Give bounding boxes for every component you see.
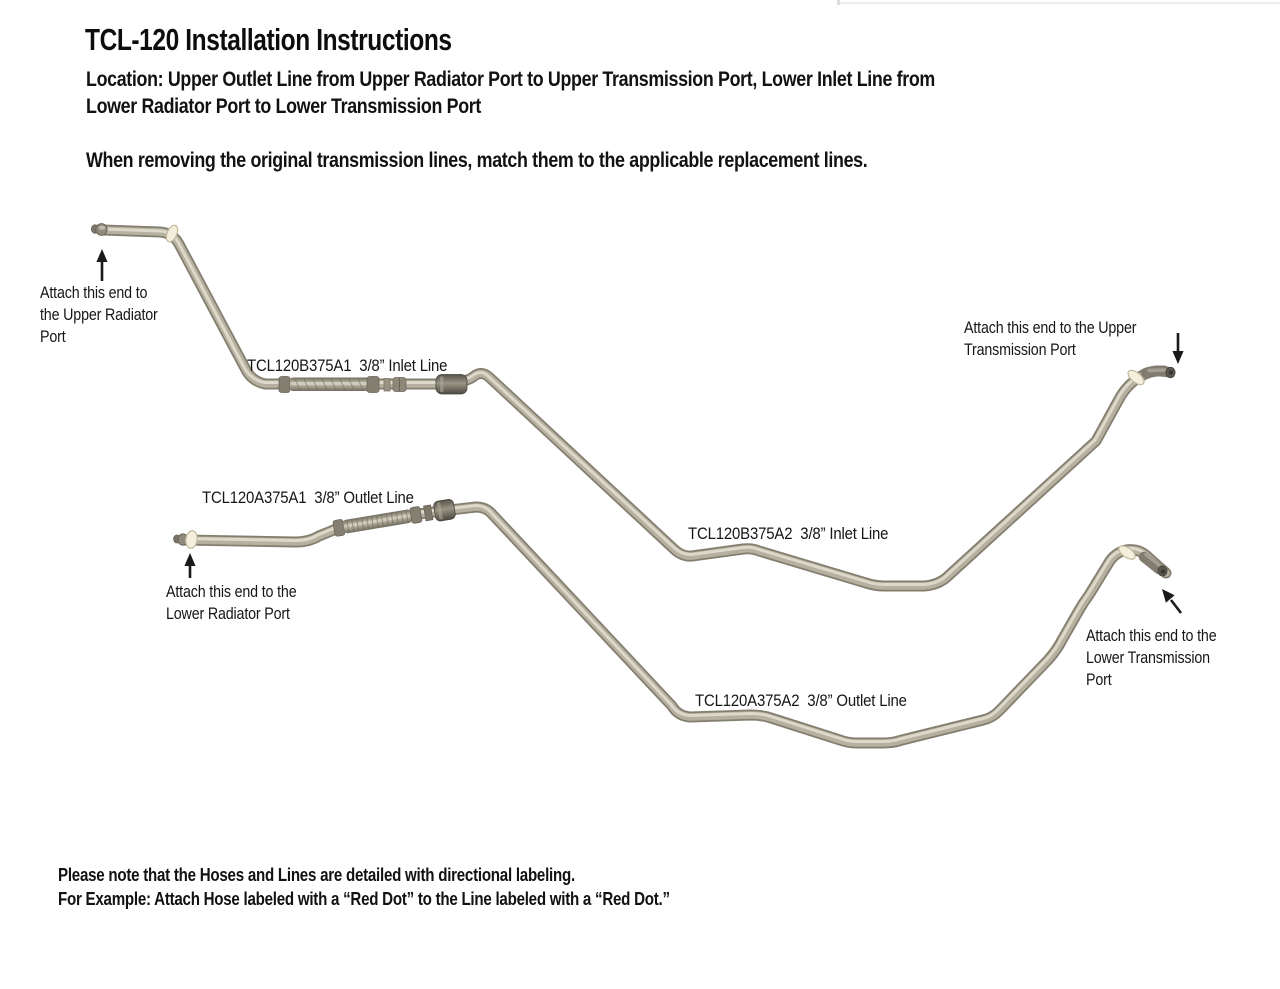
annotation-lower-transmission: Attach this end to the Lower Transmissio… — [1086, 625, 1217, 691]
footer-note-line1: Please note that the Hoses and Lines are… — [58, 865, 575, 885]
part-label-upper-outlet: TCL120A375A1 3/8” Outlet Line — [202, 488, 414, 507]
annotation-line: Lower Radiator Port — [166, 604, 290, 623]
upper-inlet-transmission-end-fitting — [1140, 365, 1176, 379]
location-text-line2: Lower Radiator Port to Lower Transmissio… — [86, 95, 481, 118]
location-text-line1: Location: Upper Outlet Line from Upper R… — [86, 68, 935, 91]
annotation-upper-transmission: Attach this end to the Upper Transmissio… — [964, 317, 1136, 361]
lower-outlet-right-retainer-clip — [1118, 545, 1136, 560]
annotation-line: Attach this end to the Upper — [964, 318, 1137, 337]
part-label-lower-outlet: TCL120A375A2 3/8” Outlet Line — [695, 691, 907, 710]
upper-transmission-arrow-icon — [1172, 333, 1184, 364]
part-label-upper-inlet: TCL120B375A1 3/8” Inlet Line — [247, 356, 448, 375]
lower-outlet-left-retainer-clip — [185, 530, 198, 549]
annotation-line: the Upper Radiator — [40, 305, 158, 324]
annotation-lower-radiator: Attach this end to the Lower Radiator Po… — [166, 581, 297, 625]
annotation-line: Attach this end to — [40, 283, 148, 302]
footer-note-line2: For Example: Attach Hose labeled with a … — [58, 889, 670, 909]
lower-radiator-arrow-icon — [184, 553, 196, 578]
lower-outlet-transmission-end-fitting — [1138, 551, 1168, 577]
top-divider-tick — [837, 0, 840, 5]
annotation-line: Attach this end to the — [166, 582, 297, 601]
annotation-line: Port — [40, 327, 66, 346]
annotation-line: Lower Transmission — [1086, 648, 1210, 667]
upper-inlet-braided-section — [278, 374, 468, 395]
part-label-lower-inlet: TCL120B375A2 3/8” Inlet Line — [688, 524, 889, 543]
removal-note: When removing the original transmission … — [86, 149, 868, 172]
annotation-line: Transmission Port — [964, 340, 1076, 359]
annotation-line: Port — [1086, 670, 1112, 689]
lower-outlet-flex-section — [332, 499, 456, 537]
upper-inlet-line-tube — [91, 223, 1176, 592]
upper-inlet-right-retainer-clip — [1127, 369, 1145, 386]
top-divider-line — [838, 2, 1280, 4]
upper-radiator-arrow-icon — [96, 249, 108, 281]
upper-inlet-radiator-end-fitting — [91, 223, 108, 236]
lower-transmission-arrow-icon — [1162, 589, 1183, 614]
annotation-line: Attach this end to the — [1086, 626, 1217, 645]
upper-inlet-left-retainer-clip — [165, 224, 179, 243]
page-title: TCL-120 Installation Instructions — [85, 22, 452, 57]
lower-outlet-line-tube — [173, 499, 1172, 749]
annotation-upper-radiator: Attach this end to the Upper Radiator Po… — [40, 282, 158, 348]
